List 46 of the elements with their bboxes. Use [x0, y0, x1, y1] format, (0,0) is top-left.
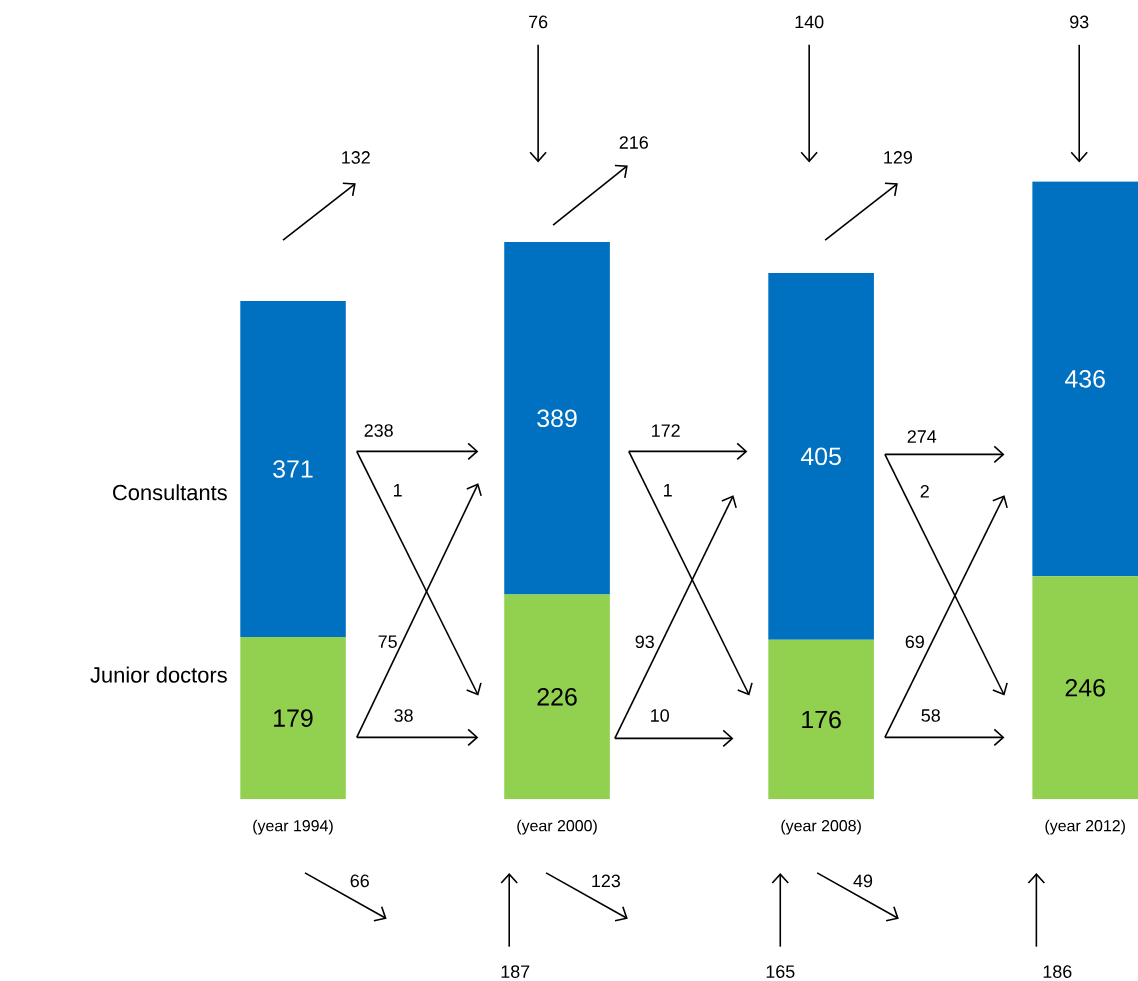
annotation: 1 — [394, 483, 402, 497]
data-label: 436 — [1064, 369, 1105, 388]
annotation: 274 — [907, 430, 937, 443]
annotation: 58 — [921, 709, 940, 722]
data-label: 371 — [273, 460, 313, 478]
data-label: 179 — [274, 709, 313, 727]
data-label: 389 — [537, 409, 577, 427]
data-label: 246 — [1065, 678, 1105, 697]
text: 93 — [1070, 15, 1089, 29]
series-label: Junior doctors — [90, 666, 227, 683]
annotation: 172 — [652, 424, 680, 437]
annotation: 93 — [635, 635, 654, 648]
text: 66 — [350, 874, 369, 888]
text: 216 — [619, 136, 648, 149]
text: 132 — [342, 150, 370, 164]
bar — [1032, 181, 1138, 577]
annotation: 2 — [920, 484, 929, 498]
data-label: 176 — [802, 710, 841, 729]
annotation: 10 — [651, 709, 669, 722]
bar — [504, 594, 610, 800]
bar — [504, 241, 610, 595]
text: 129 — [884, 150, 912, 164]
x-tick-label: (year 2008) — [781, 819, 861, 835]
bar — [1032, 576, 1138, 800]
bar — [768, 272, 874, 640]
bar — [240, 636, 346, 800]
text: 187 — [501, 965, 530, 978]
text: 49 — [853, 874, 873, 888]
text: 76 — [529, 15, 548, 29]
data-label: 226 — [537, 687, 577, 706]
annotation: 75 — [378, 635, 397, 648]
text: 165 — [766, 965, 795, 978]
bar — [768, 639, 874, 800]
annotation: 69 — [905, 635, 924, 648]
x-tick-label: (year 2012) — [1045, 819, 1125, 835]
text: 186 — [1043, 965, 1072, 978]
annotation: 1 — [664, 483, 672, 497]
x-tick-label: (year 1994) — [253, 819, 333, 835]
x-tick-label: (year 2000) — [517, 819, 597, 835]
text: 123 — [592, 874, 621, 888]
annotation: 38 — [394, 709, 413, 722]
data-label: 405 — [800, 447, 841, 466]
text: 140 — [795, 15, 824, 29]
annotation: 238 — [364, 424, 393, 437]
series-label: Consultants — [113, 484, 227, 501]
bar — [240, 300, 346, 637]
